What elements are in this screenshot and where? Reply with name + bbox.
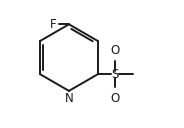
Text: O: O bbox=[110, 44, 120, 57]
Text: O: O bbox=[110, 92, 120, 105]
Text: S: S bbox=[111, 68, 119, 81]
Text: F: F bbox=[49, 18, 56, 31]
Text: N: N bbox=[65, 92, 73, 105]
